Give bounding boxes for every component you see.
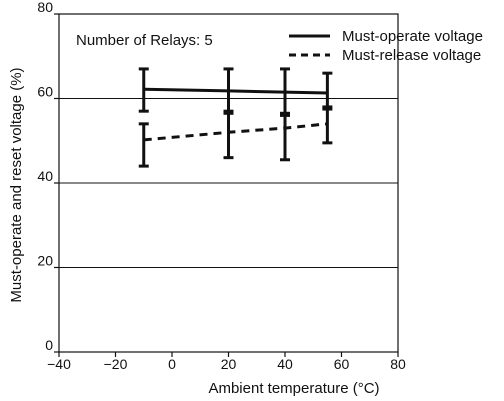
legend-label-must-operate: Must-operate voltage	[342, 28, 483, 45]
x-tick-label: −20	[104, 356, 128, 372]
y-tick-label: 60	[37, 84, 53, 100]
x-axis-title: Ambient temperature (°C)	[208, 380, 379, 397]
y-tick-label: 40	[37, 168, 53, 184]
y-tick-label: 20	[37, 253, 53, 269]
legend-label-must-release: Must-release voltage	[342, 47, 481, 64]
x-tick-label: 80	[390, 356, 406, 372]
y-axis-title: Must-operate and reset voltage (%)	[8, 67, 25, 302]
axis-ticks: 0 20 40 60 80 −40 −20 0 20 40 60 80	[37, 0, 406, 372]
plot-frame	[58, 13, 399, 353]
x-tick-label: 60	[334, 356, 350, 372]
relay-count-annotation: Number of Relays: 5	[76, 32, 213, 49]
y-tick-label: 0	[45, 337, 53, 353]
x-tick-label: 40	[277, 356, 293, 372]
series-line-must-release	[143, 122, 328, 142]
x-tick-label: −40	[47, 356, 71, 372]
series-layer	[138, 67, 333, 168]
x-tick-label: 0	[168, 356, 176, 372]
y-tick-label: 80	[37, 0, 53, 15]
x-tick-label: 20	[221, 356, 237, 372]
series-line-must-operate	[143, 87, 328, 95]
